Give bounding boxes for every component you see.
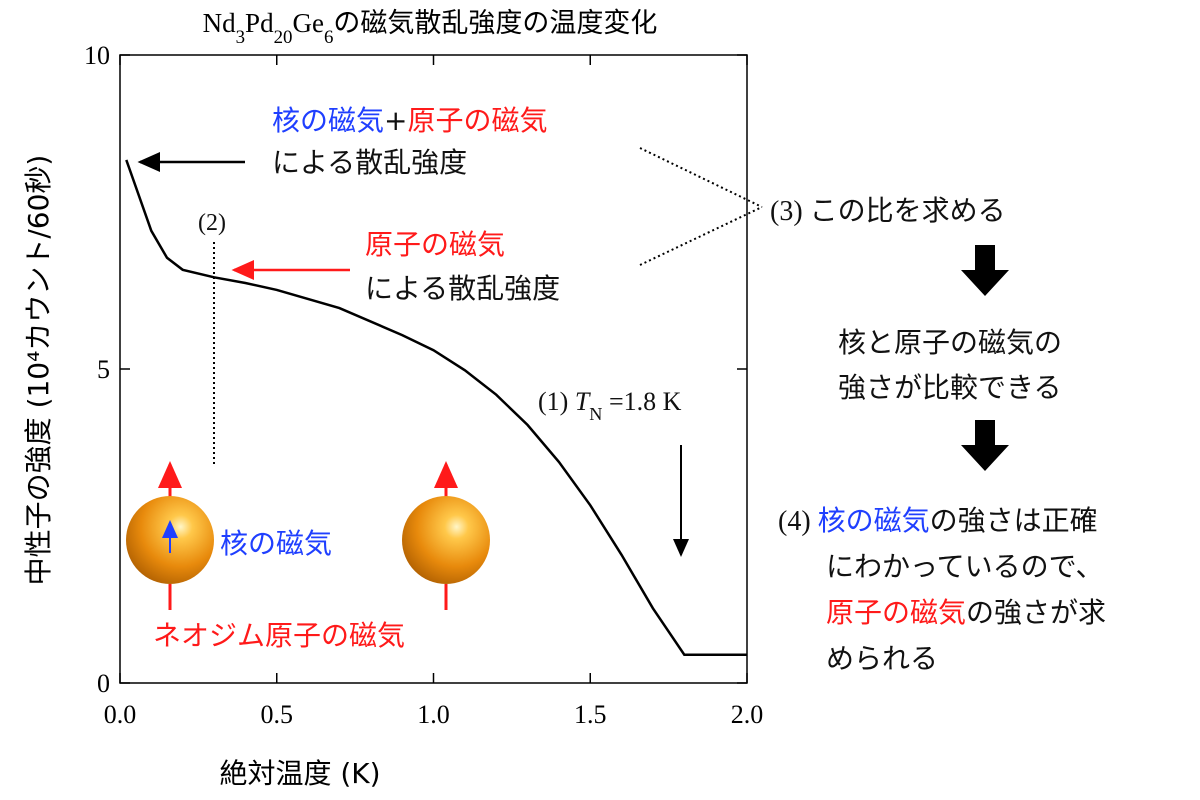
text-segment: Ge bbox=[292, 8, 323, 38]
text-segment: + bbox=[384, 104, 407, 137]
text-segment: Pd bbox=[245, 8, 274, 38]
x-tick-label: 1.5 bbox=[574, 700, 607, 729]
text-segment: の磁気散乱強度の温度変化 bbox=[333, 8, 657, 38]
x-tick-label: 2.0 bbox=[731, 700, 764, 729]
text-segment: 核と原子の磁気の bbox=[838, 326, 1062, 359]
annotation: 核の磁気 bbox=[220, 527, 332, 560]
text-segment: (3) bbox=[770, 196, 810, 227]
text-segment: この比を求める bbox=[810, 194, 1006, 227]
text-segment: の強さは正確 bbox=[930, 504, 1098, 537]
text-segment: 3 bbox=[236, 27, 245, 48]
x-axis-label: 絶対温度 (K) bbox=[219, 757, 380, 790]
text-segment: =1.8 K bbox=[602, 387, 681, 416]
y-axis-label: 中性子の強度 (10⁴カウント/60秒) bbox=[22, 155, 55, 586]
annotation: による散乱強度 bbox=[365, 272, 560, 305]
chart-title: Nd3Pd20Ge6の磁気散乱強度の温度変化 bbox=[203, 8, 658, 48]
y-tick-label: 10 bbox=[84, 41, 110, 70]
text-segment: による散乱強度 bbox=[365, 272, 560, 305]
text-segment: 強さが比較できる bbox=[838, 371, 1061, 404]
dotted-guide bbox=[639, 206, 763, 266]
text-segment: Nd bbox=[203, 8, 236, 38]
text-segment: N bbox=[589, 404, 602, 424]
text-segment: (4) bbox=[778, 506, 818, 537]
block-arrow bbox=[961, 420, 1009, 471]
annotation: ネオジム原子の磁気 bbox=[153, 619, 405, 652]
annotation: にわかっているので、 bbox=[826, 550, 1103, 583]
text-segment: (1) bbox=[538, 387, 575, 416]
y-tick-label: 0 bbox=[97, 669, 110, 698]
atom bbox=[402, 461, 490, 610]
text-segment: 20 bbox=[274, 27, 293, 48]
annotation: 強さが比較できる bbox=[838, 371, 1061, 404]
y-tick-label: 5 bbox=[97, 355, 110, 384]
text-segment: T bbox=[575, 387, 591, 416]
text-segment: められる bbox=[826, 642, 938, 675]
x-tick-label: 1.0 bbox=[417, 700, 450, 729]
text-segment: 原子の磁気 bbox=[826, 596, 966, 629]
x-tick-label: 0.0 bbox=[104, 700, 137, 729]
text-segment: 6 bbox=[324, 27, 333, 48]
text-segment: (2) bbox=[198, 210, 226, 236]
annotation: (4) 核の磁気の強さは正確 bbox=[778, 504, 1098, 537]
text-segment: による散乱強度 bbox=[272, 146, 467, 179]
annotation: 原子の磁気の強さが求 bbox=[826, 596, 1106, 629]
block-arrow bbox=[961, 245, 1009, 296]
text-segment: 核の磁気 bbox=[818, 504, 930, 537]
annotation: (3) この比を求める bbox=[770, 194, 1006, 227]
annotation: められる bbox=[826, 642, 938, 675]
annotation: 核と原子の磁気の bbox=[838, 326, 1062, 359]
dotted-guide bbox=[639, 147, 763, 208]
annotation: による散乱強度 bbox=[272, 146, 467, 179]
annotation: (1) TN =1.8 K bbox=[538, 387, 682, 424]
text-segment: 原子の磁気 bbox=[407, 104, 547, 137]
data-line bbox=[125, 159, 747, 656]
text-segment: ネオジム原子の磁気 bbox=[153, 619, 405, 652]
text-segment: 核の磁気 bbox=[220, 527, 332, 560]
annotation: (2) bbox=[198, 210, 226, 236]
annotation: 原子の磁気 bbox=[365, 228, 505, 261]
text-segment: の強さが求 bbox=[966, 596, 1106, 629]
text-segment: にわかっているので、 bbox=[826, 550, 1103, 583]
x-tick-label: 0.5 bbox=[261, 700, 294, 729]
annotation: 核の磁気+原子の磁気 bbox=[272, 104, 548, 137]
text-segment: 原子の磁気 bbox=[365, 228, 505, 261]
atom bbox=[126, 461, 214, 610]
text-segment: 核の磁気 bbox=[272, 104, 384, 137]
